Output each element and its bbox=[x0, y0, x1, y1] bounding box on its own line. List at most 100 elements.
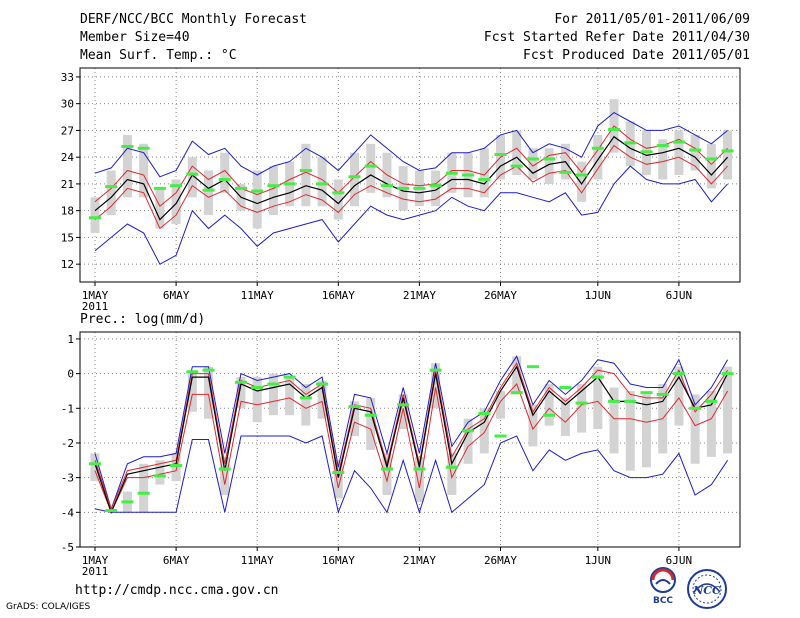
temp-observed-mark bbox=[364, 164, 377, 168]
prec-xtick-label: 1JUN bbox=[585, 554, 612, 567]
prec-lower-spread-line bbox=[94, 383, 729, 514]
temp-observed-mark bbox=[543, 157, 556, 161]
prec-ytick-label: 0 bbox=[67, 368, 74, 381]
temp-observed-mark bbox=[380, 184, 393, 188]
prec-xtick-label: 6JUN bbox=[666, 554, 693, 567]
prec-observed-mark bbox=[575, 401, 588, 405]
temp-range-box bbox=[204, 170, 214, 216]
prec-range-box bbox=[333, 460, 343, 499]
temp-range-box bbox=[252, 170, 262, 229]
prec-ytick-label: -3 bbox=[61, 472, 74, 485]
prec-observed-mark bbox=[283, 375, 296, 379]
prec-xtick-label: 26MAY bbox=[484, 554, 517, 567]
prec-range-box bbox=[560, 397, 570, 437]
prec-xtick-label: 11MAY bbox=[241, 554, 274, 567]
prec-ytick-label: -5 bbox=[61, 541, 74, 554]
prec-observed-mark bbox=[348, 405, 361, 409]
temp-observed-mark bbox=[316, 182, 329, 186]
ncc-logo: NCC bbox=[687, 569, 727, 609]
prec-range-box bbox=[431, 363, 441, 409]
prec-observed-mark bbox=[251, 385, 264, 389]
prec-range-box bbox=[398, 394, 408, 430]
prec-range-box bbox=[204, 366, 214, 419]
temp-observed-mark bbox=[299, 169, 312, 173]
prec-observed-mark bbox=[526, 365, 539, 369]
temp-range-box bbox=[139, 143, 149, 198]
prec-year-label: 2011 bbox=[82, 565, 109, 578]
temp-range-box bbox=[333, 179, 343, 220]
temp-panel: 12 15 18 21 24 27 30 33 1MAY 6MAY 11MAY 16MAY 21MAY 2… bbox=[61, 67, 741, 313]
bcc-logo: BCC bbox=[650, 567, 676, 606]
temp-range-box bbox=[350, 152, 360, 207]
temp-frame bbox=[79, 67, 741, 283]
temp-ytick-label: 12 bbox=[61, 258, 74, 271]
temp-range-box bbox=[658, 139, 668, 180]
temp-range-box bbox=[674, 130, 684, 175]
prec-observed-mark bbox=[462, 429, 475, 433]
temp-ytick-label: 30 bbox=[61, 98, 74, 111]
temp-range-box bbox=[106, 170, 116, 216]
temp-range-box bbox=[171, 179, 181, 225]
member-size-label: Member Size=40 bbox=[80, 30, 190, 45]
temp-range-box bbox=[544, 148, 554, 184]
prec-frame bbox=[79, 331, 741, 548]
prec-range-box bbox=[690, 394, 700, 464]
temp-lower-spread-line bbox=[94, 144, 728, 230]
temp-observed-mark bbox=[137, 146, 150, 150]
prec-ensemble-max-line bbox=[94, 355, 729, 511]
prec-range-box bbox=[723, 366, 733, 454]
prec-range-box bbox=[155, 460, 165, 485]
prec-upper-spread-line bbox=[94, 362, 729, 511]
temp-range-box bbox=[690, 134, 700, 171]
temp-xtick-label: 1MAY bbox=[82, 289, 109, 302]
temp-xtick-label: 6JUN bbox=[666, 289, 693, 302]
prec-range-box bbox=[301, 384, 311, 426]
prec-observed-mark bbox=[608, 399, 621, 403]
temp-observed-mark bbox=[121, 144, 134, 148]
ncc-logo-text: NCC bbox=[692, 584, 721, 597]
prec-range-box bbox=[625, 390, 635, 471]
temp-observed-mark bbox=[234, 186, 247, 190]
prec-range-box bbox=[236, 377, 246, 409]
temp-observed-mark bbox=[251, 189, 264, 193]
temp-range-box bbox=[366, 143, 376, 193]
prec-observed-mark bbox=[316, 382, 329, 386]
temp-observed-mark bbox=[640, 150, 653, 154]
prec-observed-mark bbox=[640, 391, 653, 395]
prec-range-box bbox=[317, 380, 327, 419]
prec-observed-mark bbox=[89, 462, 101, 466]
chart-title: DERF/NCC/BCC Monthly Forecast bbox=[80, 12, 307, 27]
temp-ytick-label: 33 bbox=[61, 71, 74, 84]
temp-observed-mark bbox=[348, 175, 361, 179]
temp-xtick-label: 26MAY bbox=[484, 289, 517, 302]
temp-observed-mark bbox=[89, 216, 101, 220]
prec-range-box bbox=[285, 377, 295, 416]
prec-range-box bbox=[350, 401, 360, 437]
grads-credit: GrADS: COLA/IGES bbox=[6, 602, 91, 612]
footer-url[interactable]: http://cmdp.ncc.cma.gov.cn bbox=[75, 583, 279, 598]
temp-observed-mark bbox=[478, 177, 491, 181]
prec-range-box bbox=[171, 453, 181, 482]
temp-observed-mark bbox=[186, 172, 199, 176]
prec-range-box bbox=[90, 453, 100, 482]
temp-ensemble-min-line bbox=[94, 165, 728, 265]
prec-observed-mark bbox=[591, 375, 604, 379]
temp-observed-mark bbox=[608, 128, 621, 132]
prec-observed-mark bbox=[494, 434, 507, 438]
bcc-logo-text: BCC bbox=[653, 596, 673, 606]
prec-range-box bbox=[512, 356, 522, 395]
temp-observed-mark bbox=[153, 186, 166, 190]
temp-ytick-label: 21 bbox=[61, 178, 74, 191]
prec-observed-mark bbox=[218, 467, 231, 471]
prec-range-box bbox=[268, 373, 278, 416]
prec-observed-mark bbox=[137, 491, 150, 495]
prec-range-box bbox=[593, 366, 603, 430]
prec-observed-mark bbox=[413, 467, 426, 471]
prec-range-box bbox=[139, 463, 149, 513]
temp-observed-mark bbox=[462, 173, 475, 177]
prec-observed-mark bbox=[299, 396, 312, 400]
temp-ytick-label: 15 bbox=[61, 231, 74, 244]
prec-observed-mark bbox=[234, 380, 247, 384]
